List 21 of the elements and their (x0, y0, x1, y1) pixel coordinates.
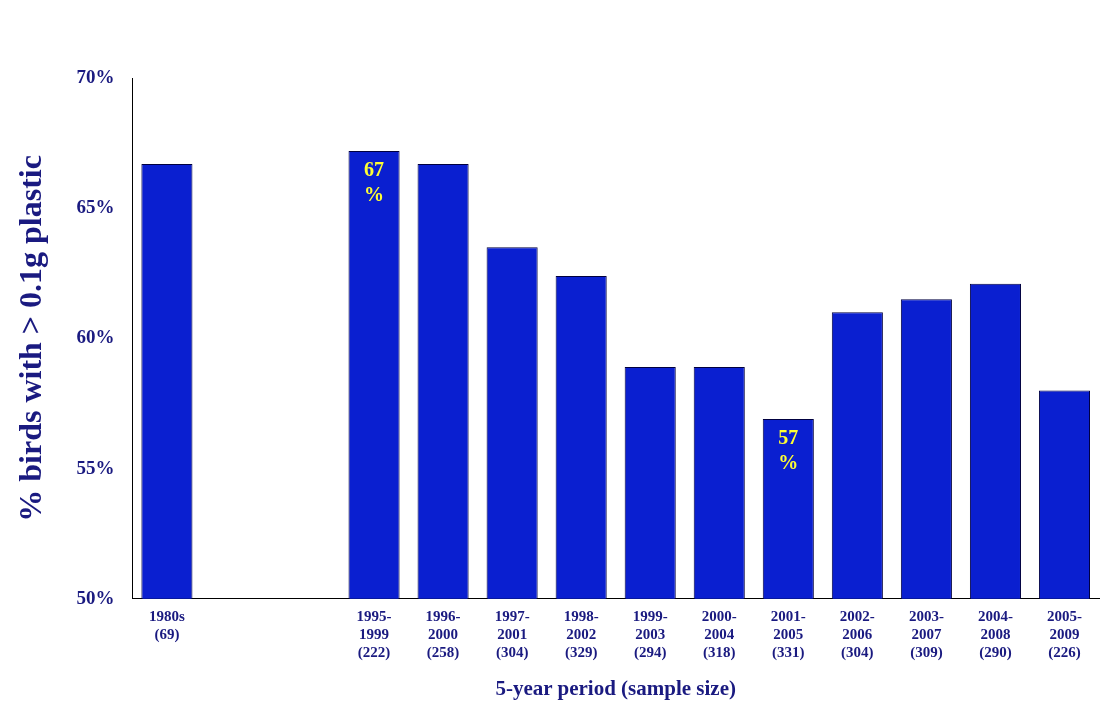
x-tick-label: 1995- 1999 (222) (356, 607, 392, 661)
x-axis-title: 5-year period (sample size) (495, 675, 736, 700)
y-tick-label: 65% (76, 196, 115, 218)
x-tick-label: 2002- 2006 (304) (839, 607, 875, 661)
x-tick-label: 2000- 2004 (318) (701, 607, 737, 661)
x-tick-label: 1998- 2002 (329) (563, 607, 599, 661)
x-tick-label: 2003- 2007 (309) (908, 607, 944, 661)
y-tick-label: 70% (76, 65, 115, 87)
x-tick-label: 2004- 2008 (290) (977, 607, 1013, 661)
x-tick-label: 1980s (69) (149, 607, 185, 643)
y-tick-label: 50% (76, 586, 115, 608)
x-tick-label: 2005- 2009 (226) (1046, 607, 1082, 661)
y-tick-label: 60% (76, 326, 115, 348)
x-tick-label: 2001- 2005 (331) (770, 607, 806, 661)
x-tick-label: 1999- 2003 (294) (632, 607, 668, 661)
data-label: 57 % (778, 426, 799, 474)
data-label: 67 % (364, 158, 385, 206)
y-tick-label: 55% (76, 456, 115, 478)
y-axis-title: % birds with > 0.1g plastic (12, 155, 49, 522)
x-tick-label: 1996- 2000 (258) (425, 607, 461, 661)
x-tick-label: 1997- 2001 (304) (494, 607, 530, 661)
